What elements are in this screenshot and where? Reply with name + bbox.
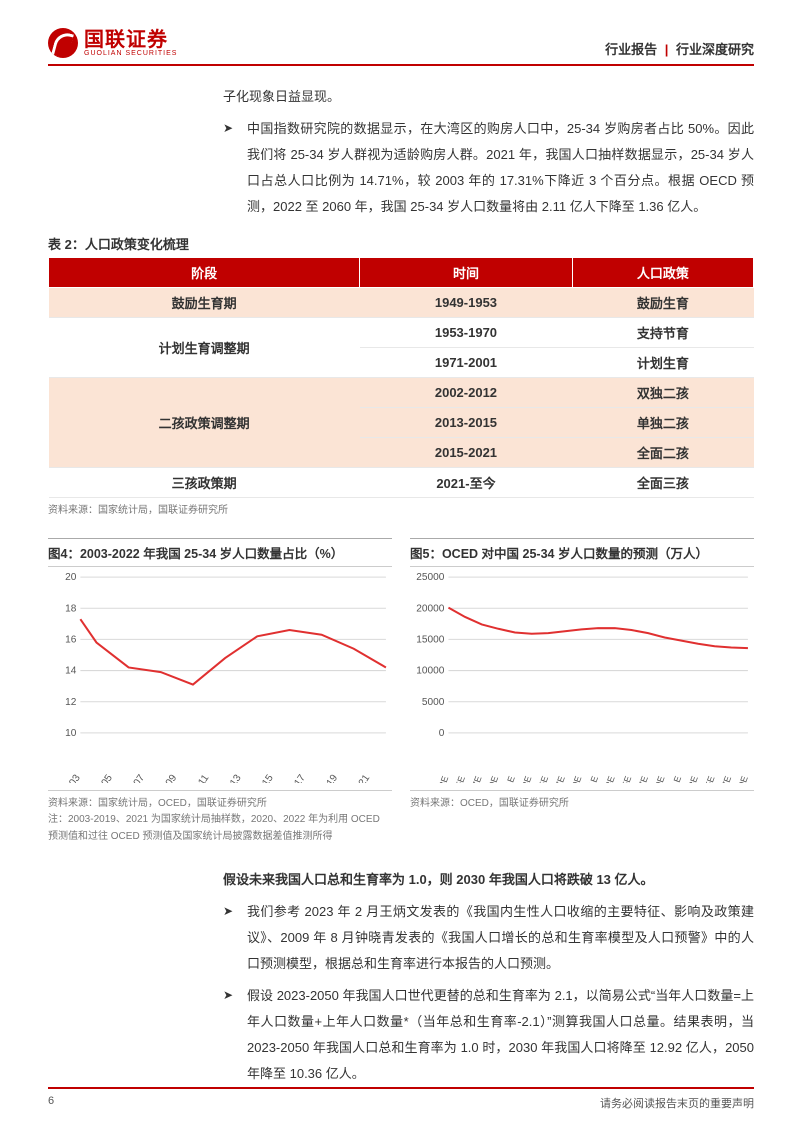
cell-time: 1953-1970 [360,318,573,348]
svg-text:2009: 2009 [157,773,179,784]
th-time: 时间 [360,258,573,288]
svg-text:2027E: 2027E [465,775,483,784]
chart4-source: 资料来源：国家统计局，OCED，国联证券研究所 [48,794,392,809]
svg-text:2019: 2019 [318,773,340,784]
cell-stage: 三孩政策期 [49,468,360,498]
svg-text:2021: 2021 [350,773,372,784]
cell-policy: 鼓励生育 [572,288,753,318]
cell-time: 1949-1953 [360,288,573,318]
svg-text:2033E: 2033E [515,775,533,784]
header-cat-b: 行业深度研究 [676,42,754,57]
table-title: 表 2：人口政策变化梳理 [48,234,754,253]
paragraph-2: 我们参考 2023 年 2 月王炳文发表的《我国内生性人口收缩的主要特征、影响及… [247,899,754,977]
cell-stage: 计划生育调整期 [49,318,360,378]
header-cat-a: 行业报告 [605,42,657,57]
bullet-icon: ➤ [223,116,237,220]
svg-text:2011: 2011 [190,773,212,784]
svg-text:16: 16 [65,634,77,645]
logo-text-en: GUOLIAN SECURITIES [84,50,177,57]
brand-logo: 国联证券 GUOLIAN SECURITIES [48,28,177,58]
page-number: 6 [48,1095,54,1111]
cell-policy: 单独二孩 [572,408,753,438]
svg-text:2023E: 2023E [432,775,450,784]
svg-text:2015: 2015 [254,773,276,784]
svg-text:20000: 20000 [416,603,444,614]
cell-policy: 支持节育 [572,318,753,348]
svg-text:15000: 15000 [416,634,444,645]
cell-time: 2015-2021 [360,438,573,468]
svg-text:2059E: 2059E [731,775,749,784]
svg-text:2047E: 2047E [632,775,650,784]
svg-text:2035E: 2035E [532,775,550,784]
svg-text:2013: 2013 [222,773,244,784]
svg-text:14: 14 [65,666,77,677]
header-category: 行业报告 | 行业深度研究 [605,39,754,58]
cell-time: 2013-2015 [360,408,573,438]
logo-icon [48,28,78,58]
cell-policy: 全面二孩 [572,438,753,468]
th-stage: 阶段 [49,258,360,288]
chart4-title: 图4：2003-2022 年我国 25-34 岁人口数量占比（%） [48,538,392,562]
svg-text:2045E: 2045E [615,775,633,784]
svg-text:2003: 2003 [61,773,83,784]
svg-text:5000: 5000 [422,697,445,708]
svg-text:2051E: 2051E [665,775,683,784]
chart-5: 图5：OCED 对中国 25-34 岁人口数量的预测（万人） 0 5000 1000… [410,538,754,845]
svg-text:2031E: 2031E [498,775,516,784]
svg-text:2057E: 2057E [715,775,733,784]
logo-text-cn: 国联证券 [84,30,177,50]
svg-text:2043E: 2043E [598,775,616,784]
table-row: 二孩政策调整期2002-2012双独二孩 [49,378,754,408]
cell-policy: 双独二孩 [572,378,753,408]
paragraph-1: 中国指数研究院的数据显示，在大湾区的购房人口中，25-34 岁购房者占比 50%… [247,116,754,220]
svg-text:2017: 2017 [286,773,308,784]
cell-policy: 全面三孩 [572,468,753,498]
bullet-icon: ➤ [223,899,237,977]
bullet-icon: ➤ [223,983,237,1087]
svg-text:10: 10 [65,728,77,739]
svg-text:2049E: 2049E [648,775,666,784]
svg-text:25000: 25000 [416,572,444,583]
svg-text:2053E: 2053E [682,775,700,784]
footer-disclaimer: 请务必阅读报告末页的重要声明 [600,1095,754,1111]
chart4-note: 注：2003-2019、2021 为国家统计局抽样数，2020、2022 年为利… [48,811,392,845]
chart5-svg: 0 5000 10000 15000 20000 25000 2023E2025E2027E… [410,566,754,783]
svg-text:20: 20 [65,572,77,583]
table-row: 三孩政策期2021-至今全面三孩 [49,468,754,498]
chart5-source: 资料来源：OCED，国联证券研究所 [410,794,754,809]
svg-text:2029E: 2029E [482,775,500,784]
heading-assumption: 假设未来我国人口总和生育率为 1.0，则 2030 年我国人口将跌破 13 亿人… [223,867,754,893]
cell-stage: 二孩政策调整期 [49,378,360,468]
svg-text:2025E: 2025E [449,775,467,784]
svg-text:2055E: 2055E [698,775,716,784]
table-row: 计划生育调整期1953-1970支持节育 [49,318,754,348]
page-header: 国联证券 GUOLIAN SECURITIES 行业报告 | 行业深度研究 [48,28,754,66]
chart-4: 图4：2003-2022 年我国 25-34 岁人口数量占比（%） 10 12 14… [48,538,392,845]
table-source: 资料来源：国家统计局，国联证券研究所 [48,501,754,516]
svg-text:2041E: 2041E [582,775,600,784]
svg-text:10000: 10000 [416,666,444,677]
chart5-title: 图5：OCED 对中国 25-34 岁人口数量的预测（万人） [410,538,754,562]
svg-text:18: 18 [65,603,77,614]
chart4-svg: 10 12 14 16 18 20 2003 2005 2007 2009 2011 2013 2015… [48,566,392,783]
th-policy: 人口政策 [572,258,753,288]
header-sep: | [665,42,669,57]
cell-time: 2002-2012 [360,378,573,408]
cell-stage: 鼓励生育期 [49,288,360,318]
cell-time: 2021-至今 [360,468,573,498]
svg-text:2037E: 2037E [548,775,566,784]
table-row: 鼓励生育期1949-1953鼓励生育 [49,288,754,318]
page-footer: 6 请务必阅读报告末页的重要声明 [48,1087,754,1111]
cell-policy: 计划生育 [572,348,753,378]
intro-tail: 子化现象日益显现。 [223,84,754,110]
svg-text:12: 12 [65,697,77,708]
policy-table: 阶段 时间 人口政策 鼓励生育期1949-1953鼓励生育计划生育调整期1953… [48,257,754,498]
paragraph-3: 假设 2023-2050 年我国人口世代更替的总和生育率为 2.1，以简易公式“… [247,983,754,1087]
svg-text:0: 0 [439,728,445,739]
cell-time: 1971-2001 [360,348,573,378]
svg-text:2007: 2007 [125,773,147,784]
svg-text:2005: 2005 [93,773,115,784]
svg-text:2039E: 2039E [565,775,583,784]
